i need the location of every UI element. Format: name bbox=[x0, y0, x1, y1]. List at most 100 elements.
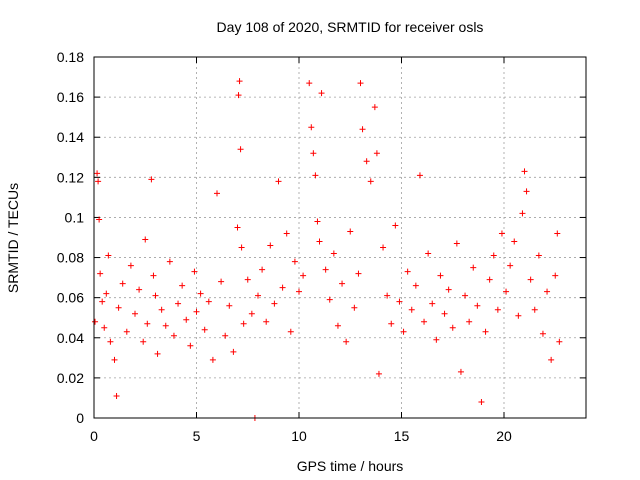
data-point bbox=[287, 328, 294, 335]
y-tick-label: 0.18 bbox=[57, 49, 84, 65]
data-point bbox=[347, 228, 354, 235]
y-tick-label: 0.16 bbox=[57, 89, 84, 105]
data-point bbox=[152, 292, 159, 299]
data-point bbox=[462, 292, 469, 299]
data-point bbox=[548, 356, 555, 363]
data-point bbox=[136, 286, 143, 293]
data-point bbox=[158, 306, 165, 313]
data-point bbox=[400, 328, 407, 335]
data-point bbox=[507, 262, 514, 269]
data-point bbox=[148, 176, 155, 183]
data-point bbox=[470, 264, 477, 271]
data-point bbox=[97, 270, 104, 277]
data-point bbox=[92, 318, 99, 325]
data-point bbox=[187, 342, 194, 349]
data-point bbox=[255, 292, 261, 299]
data-point bbox=[205, 298, 212, 305]
data-point bbox=[94, 170, 101, 177]
data-point bbox=[132, 310, 138, 317]
data-point bbox=[486, 276, 493, 283]
data-point bbox=[437, 272, 444, 279]
data-point bbox=[388, 320, 395, 327]
data-point bbox=[175, 300, 182, 307]
data-point bbox=[193, 308, 200, 315]
data-point bbox=[375, 370, 382, 377]
data-point bbox=[300, 272, 307, 279]
data-point bbox=[127, 262, 134, 269]
data-point bbox=[357, 80, 364, 87]
data-point bbox=[170, 332, 177, 339]
data-point bbox=[416, 172, 423, 179]
data-point bbox=[236, 78, 243, 85]
data-point bbox=[101, 324, 108, 331]
data-point bbox=[218, 278, 225, 285]
data-point bbox=[355, 270, 362, 277]
data-point bbox=[373, 150, 380, 157]
x-tick-label: 0 bbox=[90, 428, 98, 444]
data-point bbox=[259, 266, 266, 273]
y-tick-label: 0 bbox=[76, 410, 84, 426]
data-point bbox=[279, 284, 286, 291]
plot-frame bbox=[93, 56, 587, 419]
data-point bbox=[267, 242, 274, 249]
data-point bbox=[490, 252, 497, 259]
data-point bbox=[326, 296, 333, 303]
data-point bbox=[140, 338, 147, 345]
data-point bbox=[244, 276, 251, 283]
data-point bbox=[113, 392, 120, 399]
data-point bbox=[296, 288, 302, 295]
grid bbox=[94, 57, 586, 418]
data-point bbox=[209, 356, 216, 363]
data-point bbox=[515, 312, 522, 319]
data-point bbox=[343, 338, 350, 345]
data-point bbox=[421, 318, 428, 325]
data-point bbox=[248, 310, 255, 317]
data-point bbox=[363, 158, 370, 165]
data-point bbox=[316, 238, 323, 245]
data-point bbox=[150, 272, 157, 279]
y-tick-label: 0.06 bbox=[57, 290, 84, 306]
data-point bbox=[503, 288, 510, 295]
data-point bbox=[99, 298, 106, 305]
data-point bbox=[429, 300, 436, 307]
data-point bbox=[556, 338, 563, 345]
data-point bbox=[367, 178, 374, 185]
data-point bbox=[453, 240, 460, 247]
data-point bbox=[521, 168, 528, 175]
data-point bbox=[240, 320, 247, 327]
y-tick-label: 0.02 bbox=[57, 370, 84, 386]
data-point bbox=[441, 310, 448, 317]
y-tick-label: 0.14 bbox=[57, 129, 84, 145]
data-point bbox=[263, 318, 270, 325]
x-tick-label: 15 bbox=[394, 428, 410, 444]
data-point bbox=[544, 288, 551, 295]
data-point bbox=[392, 222, 399, 229]
data-point bbox=[312, 172, 319, 179]
data-point bbox=[95, 178, 102, 185]
data-point bbox=[119, 280, 126, 287]
data-point bbox=[339, 280, 346, 287]
data-point bbox=[271, 300, 278, 307]
data-point bbox=[330, 250, 337, 257]
data-point bbox=[238, 244, 245, 251]
data-point bbox=[380, 244, 387, 251]
data-point bbox=[306, 80, 313, 87]
data-point bbox=[466, 318, 473, 325]
data-point bbox=[404, 268, 411, 275]
data-point bbox=[314, 218, 321, 225]
data-point bbox=[226, 302, 233, 309]
data-point bbox=[201, 326, 208, 333]
data-point bbox=[498, 230, 505, 237]
data-point bbox=[445, 286, 452, 293]
data-point bbox=[482, 328, 489, 335]
data-point bbox=[235, 92, 242, 99]
y-tick-label: 0.04 bbox=[57, 330, 84, 346]
data-point bbox=[425, 250, 432, 257]
data-point bbox=[552, 272, 559, 279]
data-point bbox=[531, 306, 538, 313]
data-point bbox=[494, 306, 501, 313]
data-point bbox=[283, 230, 290, 237]
data-point bbox=[474, 302, 481, 309]
data-point bbox=[183, 316, 190, 323]
data-point bbox=[433, 336, 440, 343]
